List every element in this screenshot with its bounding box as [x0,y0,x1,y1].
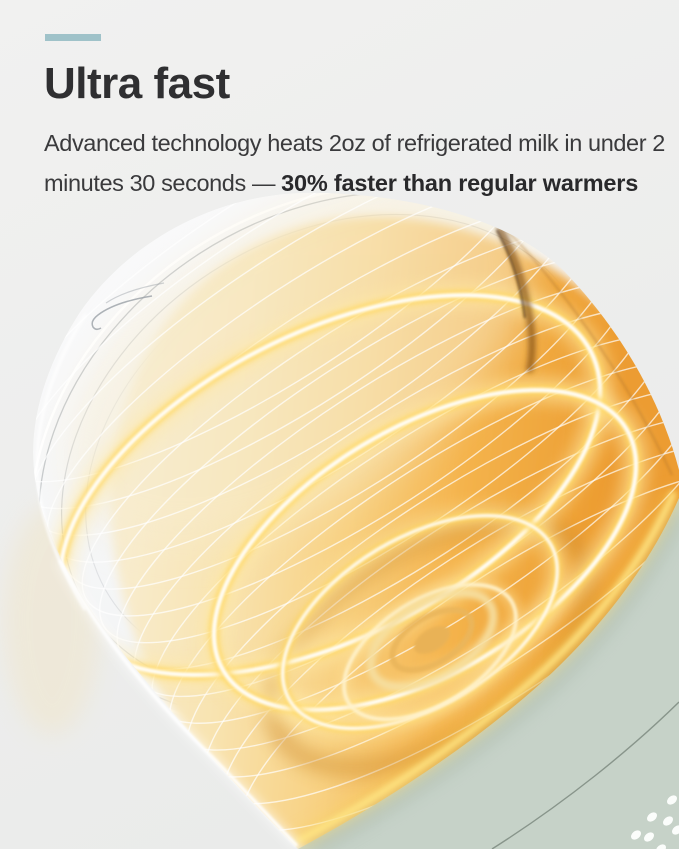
amber-edge-streak [496,225,673,476]
green-housing-shade [306,506,679,849]
cream-blend [68,192,532,544]
gold-rim-line [294,490,677,845]
green-housing [298,498,679,849]
accent-bar [45,34,101,41]
vent-holes [631,795,679,849]
subcopy-regular: Advanced technology heats 2oz of refrige… [44,130,665,196]
vortex-center [366,588,498,692]
subcopy-bold: 30% faster than regular warmers [281,170,639,196]
glass-edge-highlights [35,313,301,849]
subcopy: Advanced technology heats 2oz of refrige… [44,123,676,203]
housing-seam-line [491,701,679,849]
glass-rim-mark [91,282,165,331]
headline: Ultra fast [44,59,230,108]
